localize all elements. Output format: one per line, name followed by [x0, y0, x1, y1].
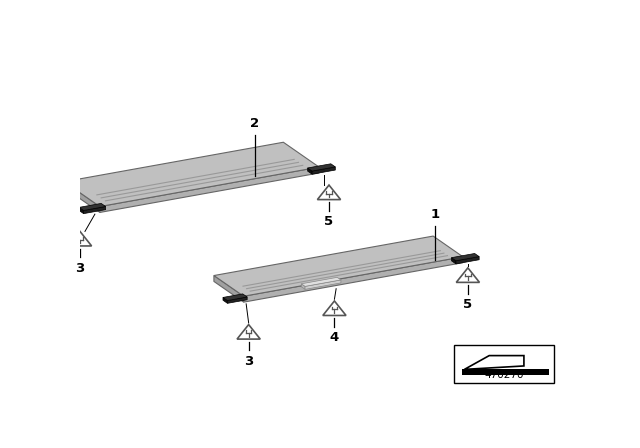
Polygon shape — [456, 268, 479, 282]
Polygon shape — [308, 168, 312, 174]
Polygon shape — [451, 258, 456, 264]
Polygon shape — [462, 370, 548, 375]
Polygon shape — [451, 254, 479, 261]
Polygon shape — [305, 280, 341, 289]
Text: 4: 4 — [330, 331, 339, 345]
Polygon shape — [79, 207, 84, 214]
Polygon shape — [227, 297, 247, 303]
Text: 1: 1 — [431, 208, 440, 221]
Polygon shape — [84, 207, 106, 214]
Polygon shape — [312, 167, 335, 174]
Bar — [454, 345, 554, 383]
Polygon shape — [79, 203, 106, 211]
Polygon shape — [223, 297, 227, 303]
Polygon shape — [64, 142, 319, 207]
Text: 5: 5 — [324, 215, 333, 228]
Text: 470270: 470270 — [484, 370, 524, 380]
Polygon shape — [68, 232, 92, 246]
Polygon shape — [301, 284, 305, 289]
Polygon shape — [317, 185, 340, 200]
Polygon shape — [456, 257, 479, 264]
Polygon shape — [237, 324, 260, 339]
Polygon shape — [214, 276, 244, 302]
Text: 2: 2 — [250, 116, 259, 129]
Polygon shape — [323, 301, 346, 315]
Polygon shape — [244, 257, 463, 302]
Text: 5: 5 — [463, 298, 472, 311]
Text: 3: 3 — [76, 262, 84, 275]
Polygon shape — [100, 167, 319, 212]
Polygon shape — [214, 236, 463, 296]
Polygon shape — [308, 164, 335, 171]
Polygon shape — [301, 277, 341, 286]
Text: 3: 3 — [244, 355, 253, 368]
Polygon shape — [64, 182, 100, 212]
Polygon shape — [223, 294, 247, 301]
